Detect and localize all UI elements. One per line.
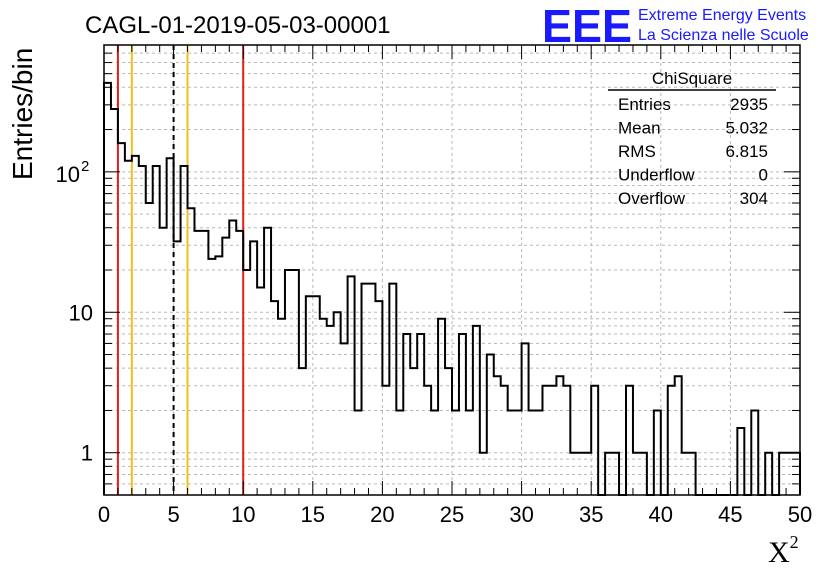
logo-line2: La Scienza nelle Scuole bbox=[638, 27, 809, 44]
stats-row-value: 2935 bbox=[730, 95, 768, 114]
x-tick-label: 30 bbox=[509, 502, 533, 527]
stats-row-label: Underflow bbox=[618, 166, 695, 185]
stats-row-value: 304 bbox=[740, 189, 768, 208]
x-tick-label: 10 bbox=[231, 502, 255, 527]
x-tick-label: 5 bbox=[167, 502, 179, 527]
x-tick-label: 25 bbox=[440, 502, 464, 527]
stats-row-label: Overflow bbox=[618, 189, 686, 208]
y-axis-label: Entries/bin bbox=[7, 48, 38, 180]
chart-title: CAGL-01-2019-05-03-00001 bbox=[85, 12, 391, 39]
y-tick-label: 10 bbox=[56, 162, 80, 187]
logo-line1: Extreme Energy Events bbox=[638, 7, 806, 24]
stats-row-value: 6.815 bbox=[725, 142, 768, 161]
stats-row-value: 5.032 bbox=[725, 119, 768, 138]
stats-row-value: 0 bbox=[759, 166, 768, 185]
logo-mark: EEE bbox=[542, 0, 632, 52]
stats-title: ChiSquare bbox=[652, 69, 732, 88]
x-tick-label: 15 bbox=[301, 502, 325, 527]
stats-row-label: Mean bbox=[618, 119, 661, 138]
x-tick-label: 0 bbox=[98, 502, 110, 527]
y-tick-label: 1 bbox=[81, 441, 93, 466]
stats-row-label: Entries bbox=[618, 95, 671, 114]
y-tick-label-exponent: 2 bbox=[81, 158, 89, 175]
histogram bbox=[103, 81, 801, 496]
stats-box: ChiSquare Entries 2935 Mean 5.032 RMS 6.815 Un… bbox=[608, 69, 776, 208]
histogram-outline bbox=[103, 81, 801, 496]
x-tick-label: 40 bbox=[649, 502, 673, 527]
x-tick-label: 50 bbox=[788, 502, 812, 527]
reference-lines bbox=[116, 45, 245, 495]
axis-ticks bbox=[103, 44, 801, 496]
grid bbox=[104, 44, 800, 496]
x-tick-label: 35 bbox=[579, 502, 603, 527]
stats-row-label: RMS bbox=[618, 142, 656, 161]
x-tick-label: 20 bbox=[370, 502, 394, 527]
eee-logo: EEE Extreme Energy Events La Scienza nel… bbox=[542, 0, 809, 52]
y-tick-label: 10 bbox=[69, 300, 93, 325]
x-axis-label: X2 bbox=[768, 532, 799, 569]
x-tick-label: 45 bbox=[718, 502, 742, 527]
